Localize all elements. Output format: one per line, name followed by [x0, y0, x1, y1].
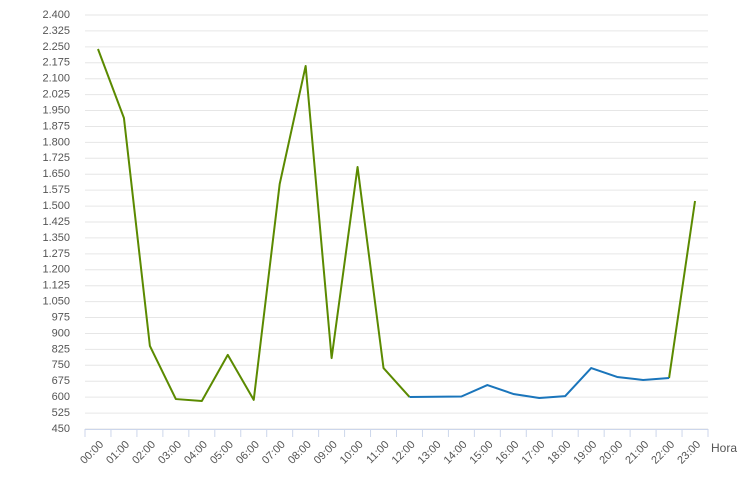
- y-tick-label: 1.275: [42, 248, 70, 260]
- x-tick-label: 06:00: [234, 439, 262, 467]
- y-tick-label: 1.950: [42, 104, 70, 116]
- x-tick-label: 19:00: [571, 439, 599, 467]
- x-tick-label: 21:00: [623, 439, 651, 467]
- y-tick-label: 1.650: [42, 168, 70, 180]
- y-tick-label: 2.400: [42, 9, 70, 21]
- y-tick-label: 1.725: [42, 152, 70, 164]
- y-tick-label: 1.800: [42, 136, 70, 148]
- x-tick-label: 01:00: [104, 439, 132, 467]
- x-tick-label: 20:00: [597, 439, 625, 467]
- y-tick-label: 1.200: [42, 264, 70, 276]
- y-tick-label: 2.100: [42, 73, 70, 85]
- x-tick-label: 08:00: [286, 439, 314, 467]
- x-tick-label: 15:00: [468, 439, 496, 467]
- x-tick-label: 02:00: [130, 439, 158, 467]
- y-tick-label: 675: [52, 375, 70, 387]
- line-series: [409, 367, 670, 400]
- y-tick-label: 1.050: [42, 296, 70, 308]
- y-tick-label: 975: [52, 311, 70, 323]
- y-tick-label: 1.425: [42, 216, 70, 228]
- x-tick-label: 10:00: [338, 439, 366, 467]
- x-tick-label: 04:00: [182, 439, 210, 467]
- y-tick-label: 2.250: [42, 41, 70, 53]
- x-tick-label: 16:00: [494, 439, 522, 467]
- x-tick-label: 18:00: [545, 439, 573, 467]
- y-tick-label: 1.875: [42, 120, 70, 132]
- y-tick-label: 825: [52, 343, 70, 355]
- y-tick-label: 1.350: [42, 232, 70, 244]
- x-axis-label: Hora: [711, 441, 737, 455]
- x-tick-label: 23:00: [675, 439, 703, 467]
- x-tick-label: 11:00: [364, 439, 391, 466]
- y-tick-label: 450: [52, 423, 70, 435]
- x-tick-label: 13:00: [416, 439, 444, 467]
- x-tick-label: 07:00: [260, 439, 288, 467]
- y-tick-label: 525: [52, 407, 70, 419]
- x-tick-label: 22:00: [649, 439, 677, 467]
- y-tick-label: 1.125: [42, 280, 70, 292]
- y-tick-label: 2.025: [42, 89, 70, 101]
- x-tick-label: 05:00: [208, 439, 236, 467]
- x-tick-label: 00:00: [78, 439, 106, 467]
- y-tick-label: 2.175: [42, 57, 70, 69]
- y-tick-label: 1.575: [42, 184, 70, 196]
- x-tick-label: 14:00: [442, 439, 470, 467]
- y-tick-label: 750: [52, 359, 70, 371]
- y-tick-label: 1.500: [42, 200, 70, 212]
- x-tick-label: 12:00: [390, 439, 418, 467]
- y-tick-label: 2.325: [42, 25, 70, 37]
- x-tick-label: 17:00: [519, 439, 547, 467]
- line-series: [97, 48, 697, 402]
- x-tick-label: 09:00: [312, 439, 340, 467]
- x-tick-label: 03:00: [156, 439, 184, 467]
- y-tick-label: 600: [52, 391, 70, 403]
- y-tick-label: 900: [52, 327, 70, 339]
